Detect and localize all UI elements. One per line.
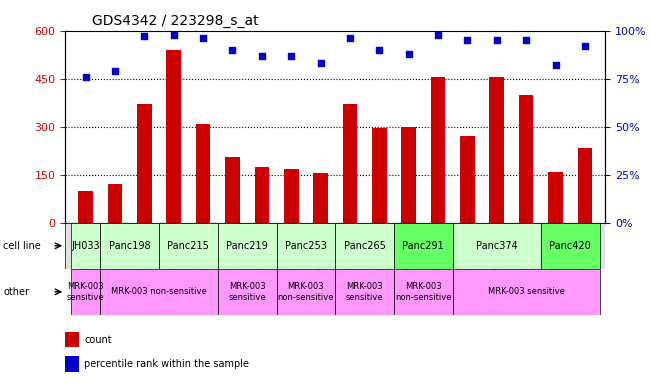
Text: Panc374: Panc374	[476, 241, 518, 251]
Bar	[137, 104, 152, 223]
Text: Panc253: Panc253	[285, 241, 327, 251]
Bar	[225, 157, 240, 223]
Point	[169, 31, 179, 38]
Text: MRK-003 non-sensitive: MRK-003 non-sensitive	[111, 287, 207, 296]
Bar	[100, 223, 159, 269]
Bar	[577, 147, 592, 223]
Text: MRK-003
sensitive: MRK-003 sensitive	[67, 282, 104, 301]
Point	[81, 74, 91, 80]
Bar	[541, 223, 600, 269]
Text: MRK-003
sensitive: MRK-003 sensitive	[229, 282, 266, 301]
Text: cell line: cell line	[3, 241, 41, 251]
Bar	[452, 223, 541, 269]
Text: Panc291: Panc291	[402, 241, 444, 251]
Text: MRK-003
non-sensitive: MRK-003 non-sensitive	[395, 282, 452, 301]
Bar	[490, 77, 504, 223]
Bar	[548, 172, 563, 223]
Bar	[519, 95, 533, 223]
Bar	[159, 223, 218, 269]
Bar	[65, 332, 79, 347]
Bar	[401, 127, 416, 223]
Bar	[167, 50, 181, 223]
Point	[198, 35, 208, 41]
Point	[139, 33, 150, 40]
Bar	[342, 104, 357, 223]
Text: Panc198: Panc198	[109, 241, 150, 251]
Point	[286, 53, 296, 59]
Point	[345, 35, 355, 41]
Bar	[100, 269, 218, 315]
Text: Panc265: Panc265	[344, 241, 385, 251]
Bar	[372, 128, 387, 223]
Bar	[431, 77, 445, 223]
Bar	[218, 269, 277, 315]
Bar	[277, 223, 335, 269]
Bar	[394, 269, 452, 315]
Bar	[284, 169, 299, 223]
Point	[550, 62, 561, 68]
Point	[256, 53, 267, 59]
Bar	[460, 136, 475, 223]
Bar	[313, 173, 328, 223]
Bar	[394, 223, 452, 269]
Bar	[65, 356, 79, 372]
Bar	[335, 223, 394, 269]
Bar	[277, 269, 335, 315]
Point	[227, 47, 238, 53]
Point	[110, 68, 120, 74]
Point	[315, 60, 326, 66]
Text: Panc215: Panc215	[167, 241, 210, 251]
Point	[521, 37, 531, 43]
Text: percentile rank within the sample: percentile rank within the sample	[84, 359, 249, 369]
Bar	[71, 269, 100, 315]
Bar	[196, 124, 210, 223]
Bar	[255, 167, 270, 223]
Point	[579, 43, 590, 49]
Text: Panc219: Panc219	[227, 241, 268, 251]
Bar	[218, 223, 277, 269]
Text: Panc420: Panc420	[549, 241, 591, 251]
Point	[492, 37, 502, 43]
Point	[433, 31, 443, 38]
Text: MRK-003 sensitive: MRK-003 sensitive	[488, 287, 564, 296]
Point	[462, 37, 473, 43]
Bar	[71, 223, 100, 269]
Bar	[78, 191, 93, 223]
Text: count: count	[84, 335, 111, 345]
Point	[404, 51, 414, 57]
Bar	[107, 184, 122, 223]
Text: GDS4342 / 223298_s_at: GDS4342 / 223298_s_at	[92, 14, 258, 28]
Point	[374, 47, 385, 53]
Text: other: other	[3, 287, 29, 297]
Text: MRK-003
non-sensitive: MRK-003 non-sensitive	[277, 282, 334, 301]
Text: JH033: JH033	[72, 241, 100, 251]
Bar	[452, 269, 600, 315]
Text: MRK-003
sensitive: MRK-003 sensitive	[346, 282, 383, 301]
Bar	[335, 269, 394, 315]
